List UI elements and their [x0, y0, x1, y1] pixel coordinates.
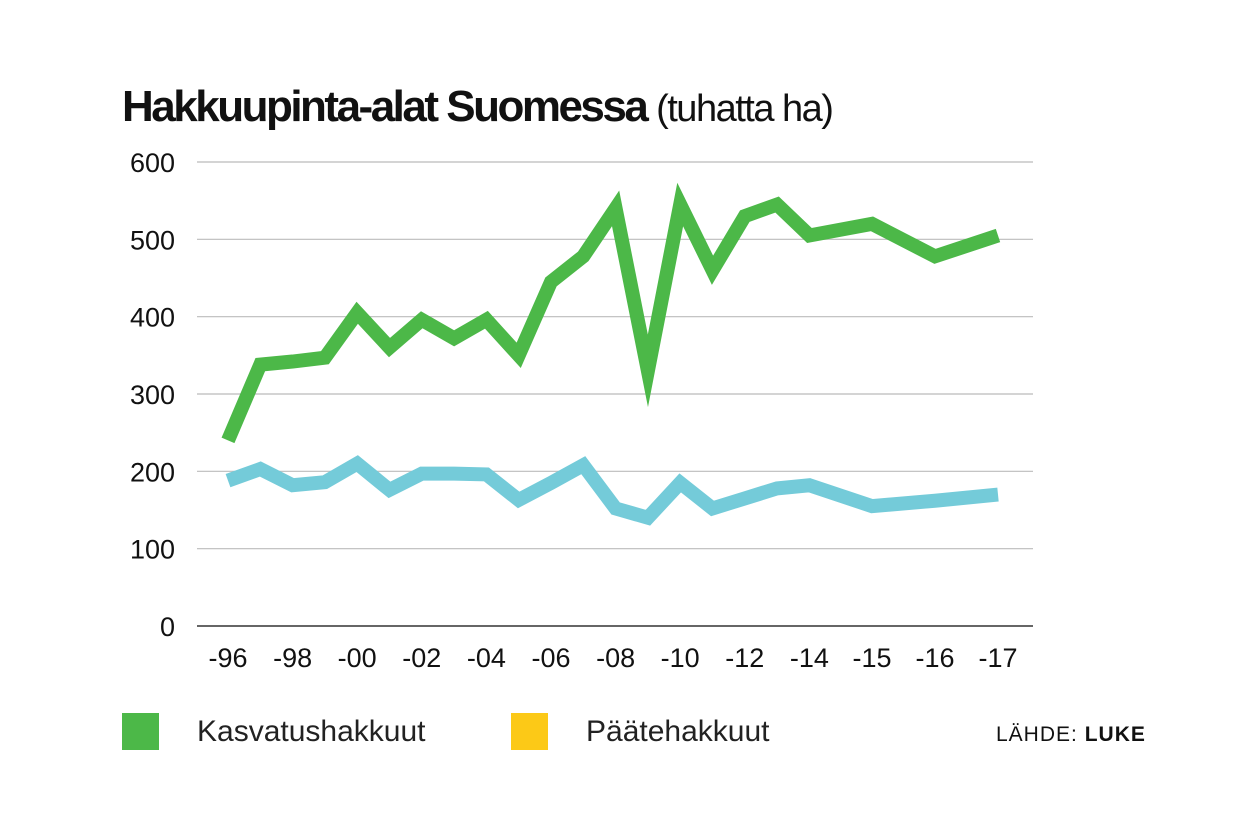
series-line-päätehakkuut — [225, 455, 999, 526]
legend-swatch — [122, 713, 159, 750]
y-tick-label: 600 — [130, 148, 175, 178]
source-name: LUKE — [1084, 723, 1146, 746]
x-tick-label: -04 — [467, 643, 506, 673]
series-line-kasvatushakkuut — [221, 182, 1001, 444]
legend-label: Kasvatushakkuut — [197, 714, 426, 748]
x-tick-label: -02 — [402, 643, 441, 673]
x-tick-label: -00 — [338, 643, 377, 673]
x-tick-label: -96 — [208, 643, 247, 673]
legend-item-paatehakkuut: Päätehakkuut — [511, 713, 769, 750]
x-tick-label: -06 — [531, 643, 570, 673]
legend-swatch — [511, 713, 548, 750]
source-credit: LÄHDE: LUKE — [996, 723, 1146, 747]
y-tick-label: 100 — [130, 535, 175, 565]
title-main: Hakkuupinta-alat Suomessa — [122, 82, 649, 131]
x-tick-label: -08 — [596, 643, 635, 673]
y-tick-label: 500 — [130, 225, 175, 255]
y-tick-label: 200 — [130, 457, 175, 487]
x-tick-label: -14 — [790, 643, 829, 673]
title-unit: (tuhatta ha) — [656, 88, 834, 130]
x-tick-label: -16 — [915, 643, 954, 673]
chart-title: Hakkuupinta-alat Suomessa (tuhatta ha) — [122, 82, 834, 132]
x-tick-label: -17 — [978, 643, 1017, 673]
y-tick-label: 0 — [160, 612, 175, 642]
x-tick-label: -12 — [725, 643, 764, 673]
y-tick-label: 300 — [130, 380, 175, 410]
y-tick-label: 400 — [130, 303, 175, 333]
legend-item-kasvatushakkuut: Kasvatushakkuut — [122, 713, 425, 750]
legend-label: Päätehakkuut — [586, 714, 770, 748]
x-tick-label: -98 — [273, 643, 312, 673]
source-label: LÄHDE: — [996, 723, 1078, 746]
x-tick-label: -15 — [852, 643, 891, 673]
x-tick-label: -10 — [661, 643, 700, 673]
